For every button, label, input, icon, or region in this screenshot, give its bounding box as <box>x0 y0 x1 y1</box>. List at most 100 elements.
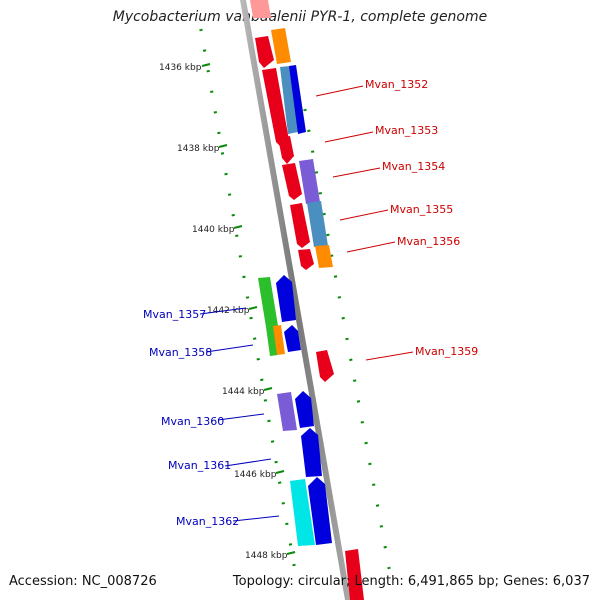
gene-arrow[interactable] <box>250 0 271 18</box>
gene-arrow[interactable] <box>290 203 310 248</box>
scale-tick <box>281 501 285 505</box>
scale-tick <box>307 129 311 133</box>
gene-arrow[interactable] <box>284 325 301 352</box>
kbp-label: 1438 kbp <box>177 144 220 154</box>
scale-tick <box>227 193 232 196</box>
scale-tick <box>267 419 271 423</box>
gene-arrow[interactable] <box>345 549 364 600</box>
scale-tick <box>383 545 387 549</box>
scale-tick <box>345 337 349 341</box>
scale-tick <box>235 234 239 238</box>
gene-label-mvan-1358[interactable]: Mvan_1358 <box>149 346 212 359</box>
gene-arrow[interactable] <box>262 68 289 148</box>
gene-arrow[interactable] <box>271 28 291 64</box>
scale-tick <box>202 49 207 52</box>
scale-tick <box>245 296 250 299</box>
scale-tick <box>387 566 391 570</box>
scale-tick <box>217 131 221 135</box>
gene-arrow[interactable] <box>308 477 332 545</box>
kbp-label: 1448 kbp <box>245 551 288 561</box>
gene-label-mvan-1354[interactable]: Mvan_1354 <box>382 160 445 173</box>
scale-tick <box>341 316 345 320</box>
gene-arrow[interactable] <box>290 479 315 546</box>
scale-tick <box>260 378 264 382</box>
gene-label-mvan-1353[interactable]: Mvan_1353 <box>375 124 438 137</box>
gene-arrow[interactable] <box>316 350 334 382</box>
scale-tick <box>231 213 235 217</box>
gene-arrow[interactable] <box>298 249 314 270</box>
gene-label-mvan-1355[interactable]: Mvan_1355 <box>390 203 453 216</box>
kbp-label: 1440 kbp <box>192 225 235 235</box>
gene-arrow[interactable] <box>276 275 296 322</box>
scale-tick <box>224 172 228 176</box>
accession-text: Accession: NC_008726 <box>9 574 157 589</box>
scale-tick <box>252 337 257 340</box>
gene-label-mvan-1360[interactable]: Mvan_1360 <box>161 415 224 428</box>
gene-arrow[interactable] <box>301 428 322 477</box>
gene-arrow[interactable] <box>277 392 297 431</box>
scale-tick <box>274 460 278 464</box>
gene-features <box>250 0 364 600</box>
kbp-label: 1436 kbp <box>159 63 202 73</box>
scale-tick <box>326 233 330 237</box>
scale-tick <box>288 543 293 546</box>
gene-arrow[interactable] <box>282 163 302 200</box>
scale-tick <box>210 90 214 94</box>
scale-tick <box>270 440 275 443</box>
kbp-scale: 1436 kbp 1438 kbp 1440 kbp 1442 kbp 1444… <box>159 63 288 561</box>
scale-tick <box>238 255 243 258</box>
scale-tick <box>310 150 315 153</box>
scale-tick <box>322 212 326 216</box>
scale-tick <box>349 358 353 362</box>
scale-tick <box>199 28 203 32</box>
scale-tick <box>277 481 282 484</box>
scale-tick <box>372 483 376 487</box>
gene-arrow[interactable] <box>278 136 294 164</box>
scale-tick <box>375 504 380 507</box>
gene-arrow[interactable] <box>280 66 298 134</box>
kbp-major-ticks <box>201 63 296 555</box>
scale-tick <box>318 191 322 195</box>
scale-tick <box>249 316 253 320</box>
gene-arrow[interactable] <box>315 245 333 268</box>
gene-arrow[interactable] <box>307 201 328 247</box>
kbp-label: 1446 kbp <box>234 470 277 480</box>
gene-arrow[interactable] <box>255 36 274 68</box>
scale-tick <box>314 171 319 174</box>
scale-tick <box>333 275 338 278</box>
scale-tick <box>213 111 218 114</box>
reverse-gene-labels <box>199 307 280 522</box>
gene-label-mvan-1352[interactable]: Mvan_1352 <box>365 78 428 91</box>
gene-label-mvan-1361[interactable]: Mvan_1361 <box>168 459 231 472</box>
scale-tick <box>206 69 210 73</box>
scale-tick <box>337 296 342 299</box>
scale-tick <box>220 152 225 155</box>
scale-tick <box>379 525 384 528</box>
kbp-label: 1444 kbp <box>222 387 265 397</box>
genome-stats-text: Topology: circular; Length: 6,491,865 bp… <box>232 574 590 589</box>
gene-arrow[interactable] <box>299 159 320 204</box>
scale-tick <box>356 400 361 403</box>
scale-tick <box>292 563 296 567</box>
gene-label-mvan-1362[interactable]: Mvan_1362 <box>176 515 239 528</box>
gene-arrow[interactable] <box>289 65 306 134</box>
scale-tick <box>368 462 372 466</box>
kbp-label: 1442 kbp <box>207 306 250 316</box>
scale-tick <box>256 357 260 361</box>
scale-tick <box>352 379 357 382</box>
scale-tick <box>285 522 289 526</box>
gene-arrow[interactable] <box>273 325 285 355</box>
forward-gene-labels <box>315 85 414 361</box>
scale-tick <box>360 420 364 424</box>
gene-label-mvan-1356[interactable]: Mvan_1356 <box>397 235 460 248</box>
scale-tick <box>364 441 368 445</box>
gene-label-mvan-1357[interactable]: Mvan_1357 <box>143 308 206 321</box>
scale-tick <box>303 108 307 112</box>
gene-arrow[interactable] <box>295 391 314 428</box>
gene-label-mvan-1359[interactable]: Mvan_1359 <box>415 345 478 358</box>
scale-tick <box>242 275 246 279</box>
gene-arrow[interactable] <box>258 277 278 327</box>
scale-tick <box>263 399 268 402</box>
